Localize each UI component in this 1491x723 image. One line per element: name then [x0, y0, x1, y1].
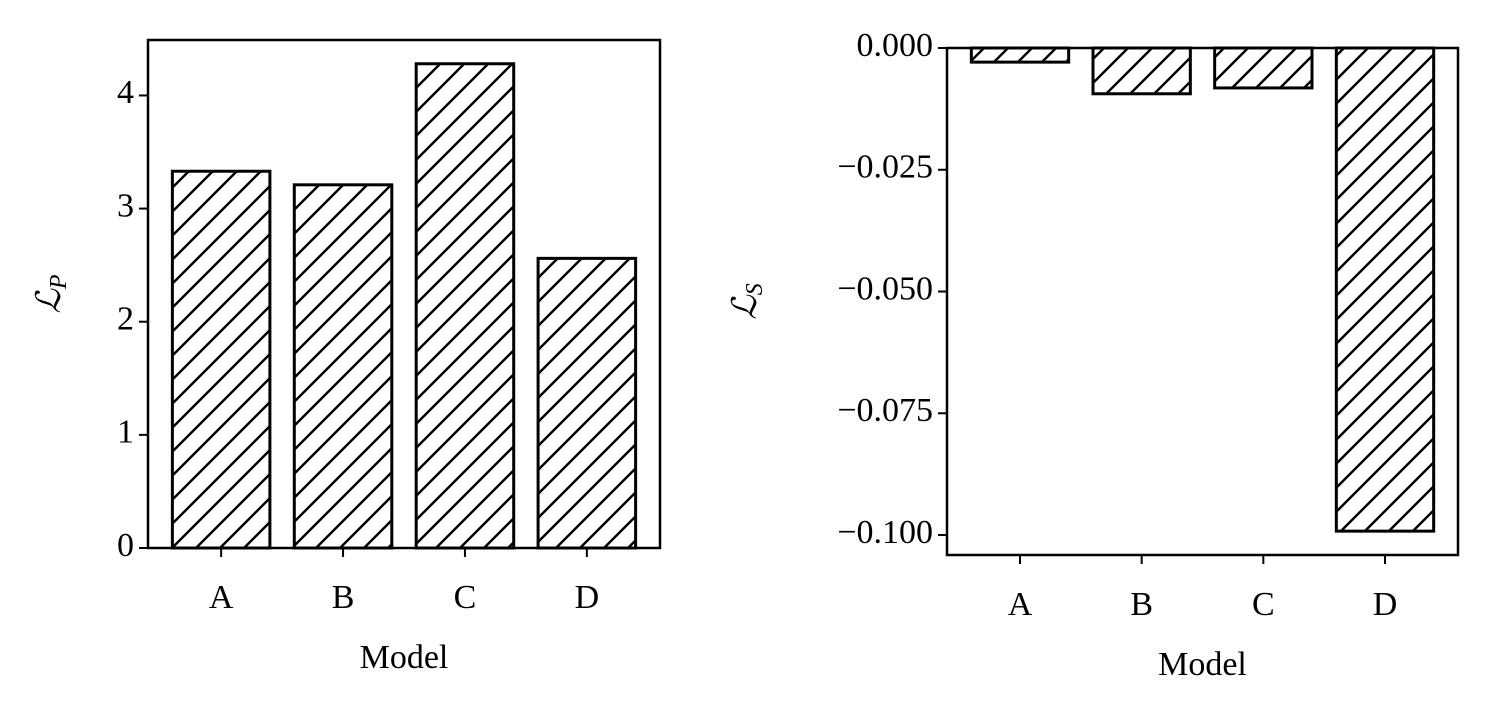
y-tick-label: 0.000 [857, 27, 934, 64]
axes-frame [945, 46, 1460, 557]
bar [1091, 46, 1192, 96]
x-tick-label: A [1008, 586, 1033, 623]
y-tick-label: 1 [117, 414, 134, 451]
y-tick-label: 2 [117, 301, 134, 338]
y-tick-label: −0.075 [837, 392, 933, 429]
x-axis-label: Model [360, 639, 449, 676]
y-axis-label: ℒP [31, 274, 72, 314]
x-tick-label: B [332, 579, 355, 616]
bar [414, 62, 516, 550]
x-tick-label: B [1130, 586, 1153, 623]
y-axis-subscript: P [46, 274, 72, 290]
y-axis-label: ℒS [727, 283, 768, 320]
y-axis-symbol: ℒ [31, 288, 68, 314]
y-tick-label: −0.025 [837, 149, 933, 186]
y-tick-label: 4 [117, 74, 134, 111]
y-tick-label: −0.050 [837, 270, 933, 307]
axes-frame [146, 38, 662, 550]
x-tick-label: C [1252, 586, 1275, 623]
bar [1334, 46, 1436, 533]
y-tick-label: −0.100 [837, 514, 933, 551]
x-tick-label: D [575, 579, 600, 616]
x-tick-label: C [454, 579, 477, 616]
x-axis-label: Model [1158, 646, 1247, 683]
bar [1213, 46, 1314, 90]
y-axis-symbol: ℒ [727, 294, 764, 320]
bar [170, 169, 272, 550]
y-tick-label: 3 [117, 187, 134, 224]
y-tick-label: 0 [117, 527, 134, 564]
x-tick-label: D [1373, 586, 1398, 623]
bar [969, 46, 1071, 64]
bar [536, 256, 638, 550]
y-axis-subscript: S [742, 283, 768, 295]
x-tick-label: A [209, 579, 234, 616]
bar [292, 183, 394, 550]
